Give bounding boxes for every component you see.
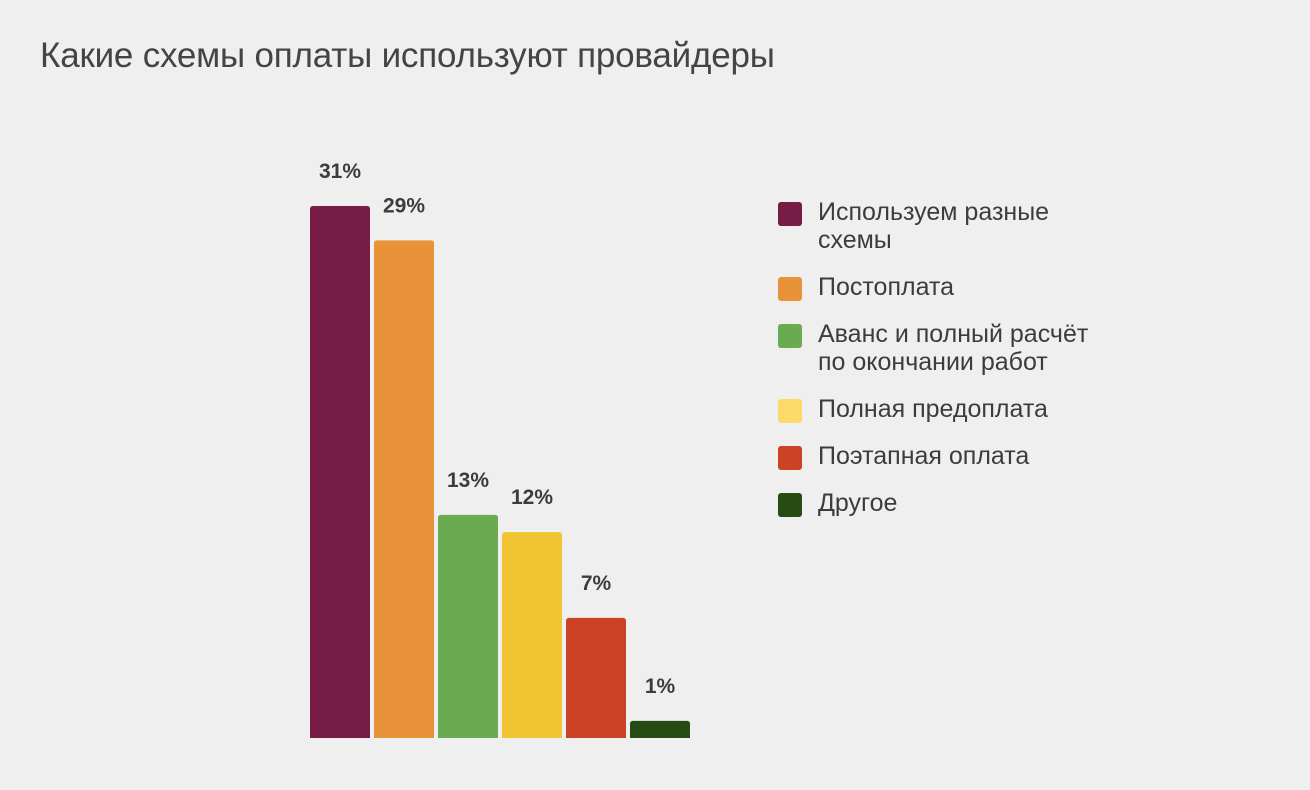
bar-value-label: 13%: [447, 469, 489, 492]
legend-swatch: [778, 399, 802, 423]
bar-value-label: 31%: [319, 160, 361, 183]
bar-4: [502, 532, 562, 738]
bar-3: [438, 514, 498, 738]
bar-6: [630, 720, 690, 738]
legend-label: Аванс и полный расчёт по окончании работ: [818, 320, 1089, 376]
legend-swatch: [778, 493, 802, 517]
bar-value-label: 1%: [645, 675, 676, 698]
legend-swatch: [778, 324, 802, 348]
legend-swatch: [778, 446, 802, 470]
legend-label: Используем разные схемы: [818, 198, 1050, 254]
chart-title: Какие схемы оплаты используют провайдеры: [40, 36, 775, 75]
bar-value-label: 29%: [383, 194, 425, 217]
legend-item: Аванс и полный расчёт по окончании работ: [778, 320, 1108, 376]
legend-item: Другое: [778, 489, 1108, 517]
bar-5: [566, 617, 626, 738]
bar-2: [374, 240, 434, 739]
chart-legend: Используем разные схемы Постоплата Аванс и…: [778, 198, 1108, 536]
legend-swatch: [778, 202, 802, 226]
legend-item: Полная предоплата: [778, 395, 1108, 423]
legend-swatch: [778, 277, 802, 301]
legend-item: Используем разные схемы: [778, 198, 1108, 254]
bar-value-label: 12%: [511, 486, 553, 509]
legend-label: Другое: [818, 489, 898, 517]
legend-label: Постоплата: [818, 273, 954, 301]
bar-value-label: 7%: [581, 572, 612, 595]
bar-1: [310, 206, 370, 738]
legend-item: Поэтапная оплата: [778, 442, 1108, 470]
legend-label: Полная предоплата: [818, 395, 1048, 423]
legend-item: Постоплата: [778, 273, 1108, 301]
legend-label: Поэтапная оплата: [818, 442, 1030, 470]
